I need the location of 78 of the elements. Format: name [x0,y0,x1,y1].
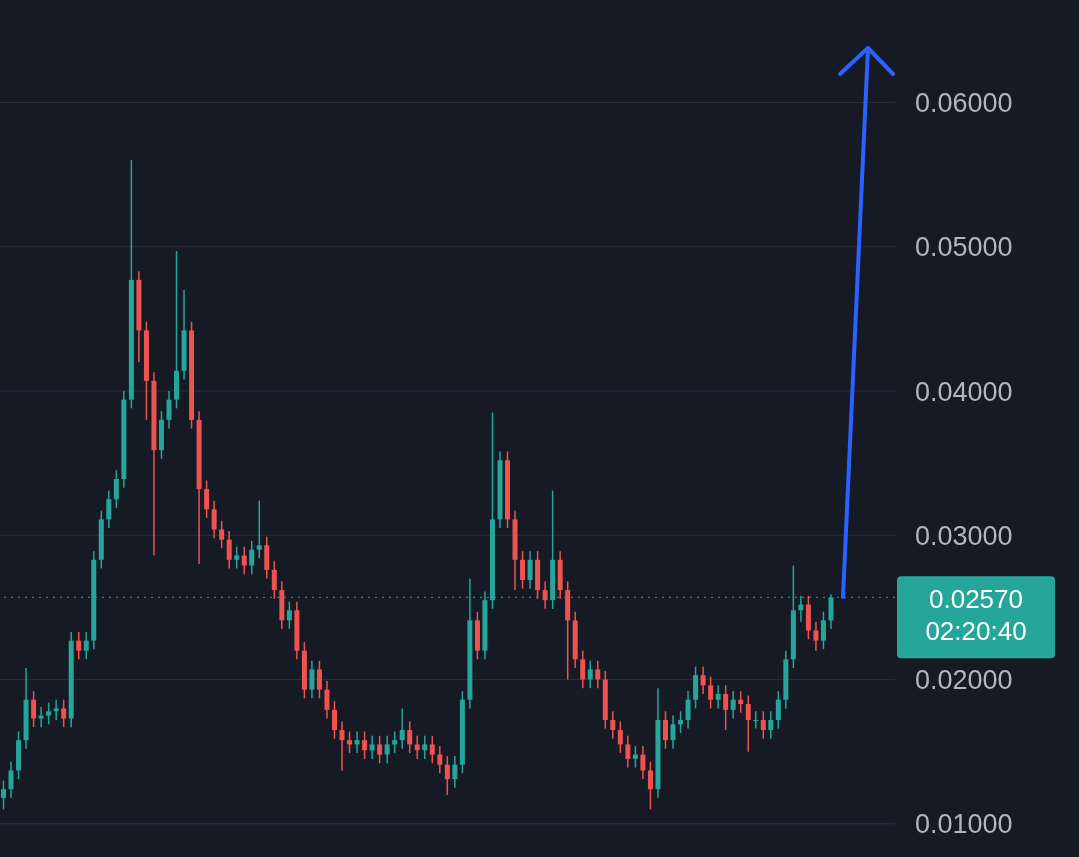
candlestick [753,710,759,730]
candlestick [617,720,623,754]
candlestick [520,550,526,590]
candlestick [226,530,232,570]
candlestick [647,761,653,811]
candlestick [377,735,383,764]
candlestick [452,755,458,789]
candlestick [241,546,247,575]
candlestick [106,489,112,529]
candlestick [369,735,375,760]
candlestick [204,479,210,519]
candlestick [399,707,405,750]
candlestick [610,710,616,740]
candlestick [347,730,353,754]
candlestick [595,660,601,689]
candlestick [83,631,89,661]
candlestick [407,720,413,754]
candlestick [113,469,119,509]
candlestick [309,660,315,700]
candlestick [76,631,82,661]
candlestick [211,499,217,539]
y-tick-label: 0.05000 [915,232,1013,263]
candlestick [414,735,420,760]
y-tick-label: 0.02000 [915,665,1013,696]
candlestick [316,660,322,700]
candlestick [813,621,819,652]
candlestick [775,690,781,730]
candlestick [46,701,52,726]
candlestick [685,690,691,730]
candlestick [708,675,714,710]
candlestick [271,560,277,600]
candlestick [256,499,262,560]
candlestick [723,684,729,731]
candlestick [61,698,67,728]
candlestick [745,694,751,753]
candlestick [219,520,225,549]
y-tick-label: 0.04000 [915,376,1013,407]
candlestick [331,700,337,740]
candlestick [444,755,450,796]
candlestick [53,698,59,721]
candlestick [234,546,240,570]
candlestick [632,745,638,769]
candlestick [286,600,292,630]
candlestick [678,710,684,734]
candlestick [1,779,6,811]
candlestick [700,665,706,695]
candlestick [662,710,668,750]
candlestick [362,730,368,760]
candlestick [715,684,721,710]
candlestick [384,735,390,764]
candlestick [422,735,428,760]
candlestick [760,710,766,740]
candlestick [625,735,631,769]
candlestick [324,680,330,720]
candlestick [580,649,586,689]
candlestick [429,735,435,764]
ref-line-label: 0.02570 [929,584,1023,615]
text: 02:20:40 [925,616,1027,647]
candlestick [587,660,593,689]
candlestick [31,690,37,728]
y-tick-label: 0.06000 [915,88,1013,119]
candlestick [166,390,172,430]
candlestick [730,690,736,720]
candlestick [738,690,744,714]
candlestick [820,610,826,650]
candlestick [527,550,533,590]
y-tick-label: 0.03000 [915,520,1013,551]
y-tick-label: 0.01000 [915,809,1013,840]
candlestick [640,745,646,780]
candlestick [392,730,398,754]
candlestick [354,730,360,754]
candlestick [437,745,443,775]
candlestick [339,720,345,772]
candlestick [670,714,676,750]
candlestick [249,540,255,575]
candlestick [768,710,774,740]
candlestick [542,580,548,610]
candlestick [8,761,14,799]
